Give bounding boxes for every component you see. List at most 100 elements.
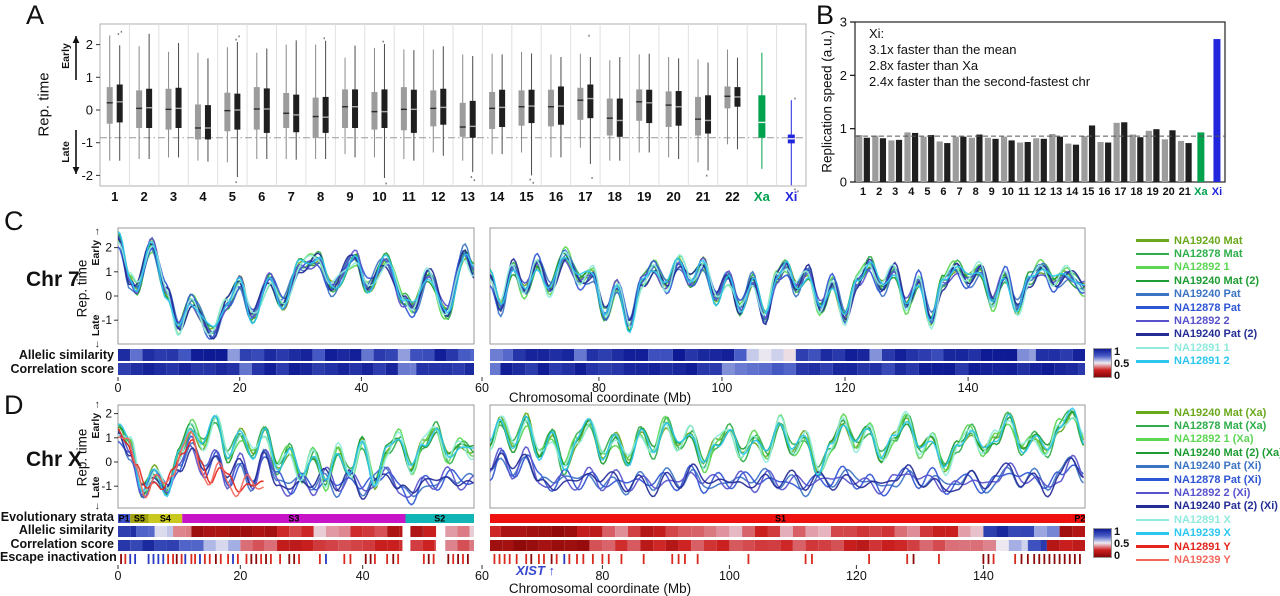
legend-item-NA12891 Y: NA12891 Y <box>1136 540 1280 553</box>
svg-text:13: 13 <box>460 189 474 204</box>
svg-text:P2: P2 <box>1074 514 1085 524</box>
legend-item-NA19240 Pat (2) (Xi): NA19240 Pat (2) (Xi) <box>1136 500 1280 513</box>
legend-item-NA12892 2: NA12892 2 <box>1136 314 1259 327</box>
stratum-P1 <box>118 514 131 523</box>
panel-c-xlabel: Chromosomal coordinate (Mb) <box>508 390 692 405</box>
legend-line-swatch <box>1136 306 1169 309</box>
svg-text:0: 0 <box>105 455 112 469</box>
series-line-NA12891 2 <box>118 231 474 328</box>
svg-text:-1: -1 <box>81 135 93 150</box>
legend-line-swatch <box>1136 319 1169 323</box>
up-arrow-icon: ↑ <box>548 563 556 578</box>
track-label-correlation-score-d: Correlation score <box>10 537 114 551</box>
svg-text:1: 1 <box>860 186 866 198</box>
legend-label: NA19239 X <box>1174 527 1231 540</box>
svg-text:2: 2 <box>86 37 93 52</box>
legend-item-NA19240 Mat (2) (Xa): NA19240 Mat (2) (Xa) <box>1136 446 1280 459</box>
svg-text:22: 22 <box>725 189 739 204</box>
legend-item-NA19240 Mat (Xa): NA19240 Mat (Xa) <box>1136 406 1280 419</box>
svg-text:20: 20 <box>1163 186 1175 198</box>
chrX-title: Chr X <box>26 448 83 471</box>
svg-text:6: 6 <box>258 189 265 204</box>
panel-d-legend: NA19240 Mat (Xa) NA12878 Mat (Xa) NA12892 … <box>1136 406 1280 567</box>
colorbar-gradient <box>1093 348 1112 378</box>
panel-c-legend: NA19240 Mat NA12878 Mat NA12892 1 NA19240 M… <box>1136 234 1259 368</box>
svg-text:10: 10 <box>1002 186 1014 198</box>
colorbar-tick-label: 0.5 <box>1114 358 1130 370</box>
svg-text:15: 15 <box>519 189 533 204</box>
legend-item-NA19240 Mat: NA19240 Mat <box>1136 234 1259 247</box>
legend-label: NA12891 2 <box>1174 355 1230 368</box>
svg-text:2: 2 <box>840 68 847 83</box>
svg-text:2: 2 <box>105 241 112 255</box>
track-label-allelic-similarity-d: Allelic similarity <box>18 523 114 537</box>
legend-label: NA19240 Pat (Xi) <box>1174 460 1262 473</box>
series-line-NA12891 1 <box>118 241 474 337</box>
legend-line-swatch <box>1136 518 1169 522</box>
svg-text:140: 140 <box>973 569 994 583</box>
svg-text:0: 0 <box>86 103 93 118</box>
svg-text:16: 16 <box>549 189 563 204</box>
svg-text:S3: S3 <box>288 514 299 524</box>
svg-text:12: 12 <box>1034 186 1046 198</box>
legend-item-NA12891 2: NA12891 2 <box>1136 355 1259 368</box>
legend-item-NA19239 X: NA19239 X <box>1136 527 1280 540</box>
legend-label: NA12891 Y <box>1174 540 1231 553</box>
svg-text:20: 20 <box>233 569 247 583</box>
legend-item-NA12891 X: NA12891 X <box>1136 513 1280 526</box>
annotation-line: 3.1x faster than the mean <box>869 42 1017 57</box>
legend-label: NA12892 2 (Xi) <box>1174 487 1251 500</box>
stratum-S5 <box>130 514 149 523</box>
legend-label: NA12891 1 <box>1174 341 1230 354</box>
legend-item-NA12892 1 (Xa): NA12892 1 (Xa) <box>1136 433 1280 446</box>
colorbar-tick-label: 1 <box>1114 346 1121 358</box>
svg-text:Xi: Xi <box>785 189 797 204</box>
legend-label: NA19240 Pat <box>1174 288 1241 301</box>
svg-text:S1: S1 <box>775 514 786 524</box>
svg-text:3: 3 <box>170 189 177 204</box>
legend-label: NA12878 Pat <box>1174 301 1241 314</box>
svg-text:18: 18 <box>1130 186 1142 198</box>
panel-c-early-label: Early → <box>90 226 102 266</box>
annotation-line: Xi: <box>869 26 885 41</box>
svg-text:100: 100 <box>719 569 740 583</box>
legend-line-swatch <box>1136 545 1169 548</box>
series-line-NA12878 Pat (Xi) <box>118 435 474 506</box>
svg-text:60: 60 <box>475 569 489 583</box>
panel-d-xlabel: Chromosomal coordinate (Mb) <box>508 581 692 596</box>
svg-text:3: 3 <box>892 186 898 198</box>
svg-text:1: 1 <box>105 431 112 445</box>
svg-text:80: 80 <box>592 381 606 395</box>
legend-label: NA12892 2 <box>1174 315 1230 328</box>
legend-label: NA19240 Pat (2) <box>1174 328 1258 341</box>
legend-label: NA12878 Mat (Xa) <box>1174 420 1267 433</box>
series-line-NA19239 Y <box>118 430 264 499</box>
up-arrow-icon: → <box>90 399 102 413</box>
legend-item-NA12878 Pat (Xi): NA12878 Pat (Xi) <box>1136 473 1280 486</box>
svg-text:1: 1 <box>86 70 93 85</box>
panel-d-label: D <box>4 390 24 420</box>
up-arrow-icon: → <box>90 226 102 240</box>
svg-text:7: 7 <box>288 189 295 204</box>
stratum-S3 <box>182 514 406 523</box>
svg-text:9: 9 <box>346 189 353 204</box>
svg-text:10: 10 <box>372 189 386 204</box>
legend-line-swatch <box>1136 279 1169 283</box>
panel-b-annotation: Xi: 3.1x faster than the mean 2.8x faste… <box>869 26 1090 90</box>
svg-text:4: 4 <box>199 189 207 204</box>
svg-text:0: 0 <box>840 175 847 190</box>
legend-item-NA12878 Mat (Xa): NA12878 Mat (Xa) <box>1136 419 1280 432</box>
svg-text:11: 11 <box>402 189 416 204</box>
svg-text:Xa: Xa <box>754 189 771 204</box>
legend-item-NA19239 Y: NA19239 Y <box>1136 553 1280 566</box>
legend-label: NA19240 Mat <box>1174 234 1243 247</box>
svg-text:7: 7 <box>957 186 963 198</box>
svg-text:20: 20 <box>233 381 247 395</box>
svg-text:40: 40 <box>356 569 370 583</box>
legend-line-swatch <box>1136 491 1169 495</box>
legend-line-swatch <box>1136 239 1169 242</box>
